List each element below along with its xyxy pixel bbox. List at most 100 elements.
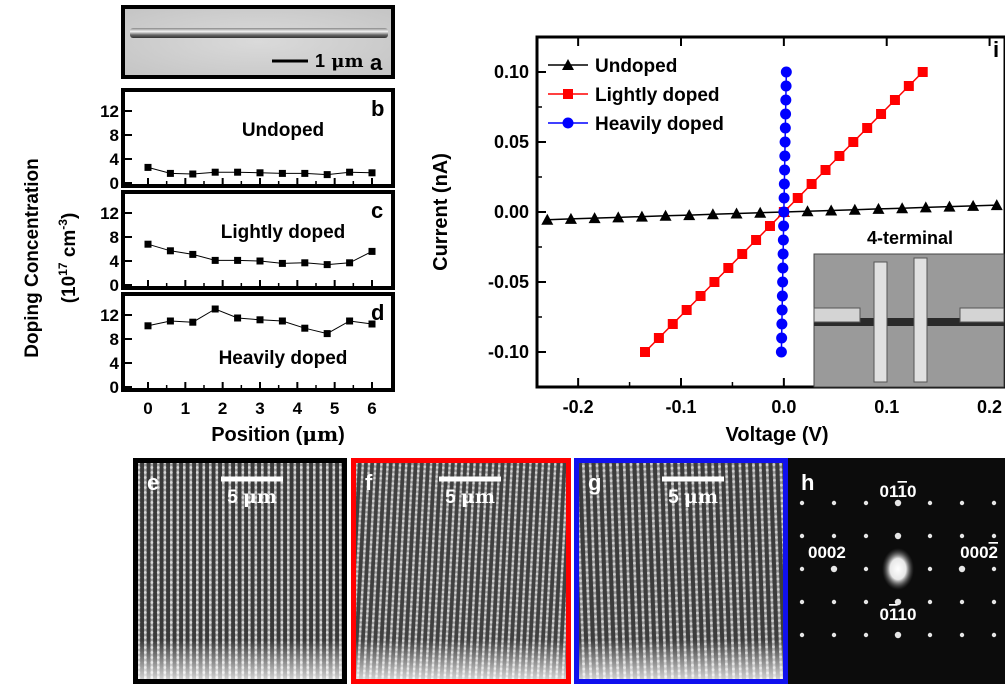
profile-panel-c: 0 4 8 12 c Lightly doped (100, 190, 395, 295)
iv-point (917, 67, 928, 77)
panel-i-letter: i (993, 37, 999, 62)
profile-ytick-label: 4 (110, 354, 120, 373)
central-spot (882, 548, 914, 590)
iv-series-2 (775, 66, 792, 358)
diffraction-spot (991, 566, 997, 572)
iv-point (776, 318, 788, 330)
iv-point (778, 192, 790, 204)
diffraction-spot (863, 632, 869, 638)
diffraction-label: 0002 (808, 543, 846, 562)
profile-point (189, 250, 197, 258)
diffraction-spot (927, 632, 933, 638)
profile-ytick-label: 0 (110, 378, 119, 397)
profile-panel-d: 0 4 8 12 d Heavily doped (100, 292, 395, 397)
profile-ylabel-line2: (1017 cm-3) (56, 213, 80, 304)
profile-ytick-label: 12 (100, 306, 119, 325)
iv-point (779, 122, 791, 134)
profile-ytick-label: 12 (100, 204, 119, 223)
iv-point (777, 262, 789, 274)
micrograph-letter-e: e (147, 470, 159, 495)
profile-point (166, 169, 174, 177)
iv-ytick-label: 0.10 (494, 62, 529, 82)
iv-point (780, 108, 792, 120)
inset-label: 4-terminal (867, 228, 953, 248)
iv-point (723, 263, 734, 273)
diffraction-spot (831, 533, 837, 539)
profile-point (211, 168, 219, 176)
iv-point (848, 203, 861, 215)
iv-point (825, 204, 838, 216)
iv-point (919, 201, 932, 213)
diffraction-spot (799, 599, 805, 605)
legend-label-2: Heavily doped (595, 114, 724, 135)
panel-h-letter: h (801, 470, 814, 495)
iv-point (779, 164, 791, 176)
iv-point (778, 178, 790, 190)
profile-point (144, 322, 152, 330)
iv-point (640, 347, 650, 357)
profile-ytick-label: 0 (110, 276, 119, 295)
inset-device: 4-terminal (813, 228, 1005, 388)
iv-xtick-label: 0.2 (977, 397, 1002, 417)
legend-label-0: Undoped (595, 56, 677, 77)
iv-ytick-label: 0.05 (494, 132, 529, 152)
profile-point (166, 247, 174, 255)
profile-xlabel: Position (μm) (211, 422, 345, 446)
diffraction-spot (831, 632, 837, 638)
iv-point (872, 202, 885, 214)
iv-ytick-label: 0.00 (494, 202, 529, 222)
diffraction-spot (831, 599, 837, 605)
diffraction-spot (799, 632, 805, 638)
diffraction-spot (927, 500, 933, 506)
iv-series-group (541, 66, 1003, 358)
profile-xtick-label: 6 (367, 399, 376, 418)
diffraction-spot (863, 566, 869, 572)
iv-point (659, 209, 672, 221)
iv-point (889, 95, 900, 105)
profile-point (256, 316, 264, 324)
profile-ytick-label: 8 (110, 228, 119, 247)
iv-point (792, 193, 803, 203)
profile-point (278, 259, 286, 267)
diffraction-spot (959, 533, 965, 539)
profile-point (346, 259, 354, 267)
iv-xtick-label: 0.0 (771, 397, 796, 417)
profile-point (301, 169, 309, 177)
iv-point (588, 212, 601, 224)
profile-label-c: Lightly doped (221, 222, 346, 243)
diffraction-spot (894, 631, 902, 639)
micrograph-letter-g: g (588, 470, 601, 495)
scalebar-label-g: 5 μm (668, 486, 718, 508)
iv-point (834, 151, 845, 161)
profile-point (323, 261, 331, 269)
iv-point (683, 209, 696, 221)
profile-point (256, 257, 264, 265)
iv-point (777, 248, 789, 260)
iv-xtick-label: -0.2 (563, 397, 594, 417)
panel-h-diffraction: h 0110 0002 0002 0110 (788, 458, 1005, 684)
micrograph-border-f (351, 458, 571, 684)
panel-a: 1 μm a (121, 5, 395, 79)
profile-point (234, 314, 242, 322)
iv-point (990, 199, 1003, 211)
profile-frame-d (121, 292, 395, 392)
iv-xlabel: Voltage (V) (726, 424, 829, 446)
iv-point (779, 150, 791, 162)
iv-point (775, 346, 787, 358)
profile-ytick-label: 4 (110, 252, 120, 271)
diffraction-spot (831, 500, 837, 506)
scalebar-label-e: 5 μm (227, 486, 277, 508)
iv-point (777, 234, 789, 246)
diffraction-spot (959, 632, 965, 638)
profile-point (278, 317, 286, 325)
micrograph-f: f 5 μm (351, 458, 571, 684)
inset-nanowire (814, 318, 1004, 326)
iv-point (706, 208, 719, 220)
diffraction-spot (894, 499, 902, 507)
profile-letter-b: b (371, 96, 384, 121)
profile-point (189, 170, 197, 178)
micrograph-g: g 5 μm (574, 458, 788, 684)
diffraction-label: 0110 (880, 482, 917, 501)
profile-ytick-label: 4 (110, 150, 120, 169)
